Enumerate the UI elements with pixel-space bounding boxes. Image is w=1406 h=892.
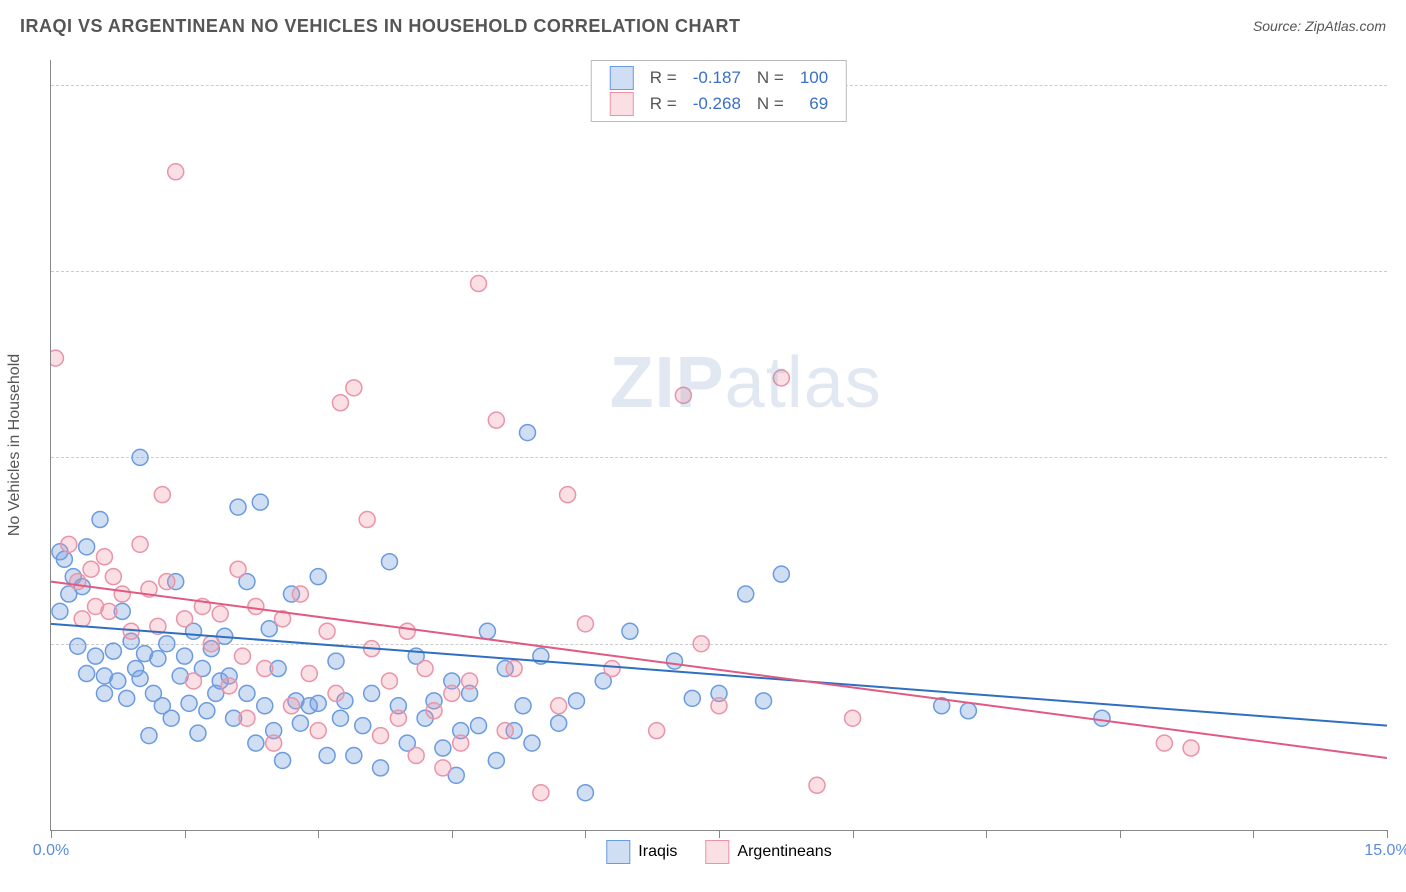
x-tick <box>51 830 52 838</box>
legend-item-iraqis: Iraqis <box>606 840 677 864</box>
legend-swatch-iraqis-bottom <box>606 840 630 864</box>
x-tick <box>318 830 319 838</box>
x-tick-label: 0.0% <box>33 842 69 860</box>
x-tick <box>853 830 854 838</box>
legend-label-iraqis: Iraqis <box>638 843 677 861</box>
y-tick-label: 22.5% <box>1397 262 1406 280</box>
legend-swatch-iraqis <box>610 66 634 90</box>
legend-row-argentineans: R = -0.268 N = 69 <box>602 91 836 117</box>
regression-line <box>51 582 1387 758</box>
source-label: Source: ZipAtlas.com <box>1253 18 1386 34</box>
regression-line <box>51 624 1387 726</box>
x-tick <box>719 830 720 838</box>
legend-n-value-iraqis: 100 <box>792 65 836 91</box>
legend-correlation: R = -0.187 N = 100 R = -0.268 N = 69 <box>591 60 847 122</box>
x-tick <box>1387 830 1388 838</box>
legend-series: Iraqis Argentineans <box>606 840 831 864</box>
legend-n-value-argentineans: 69 <box>792 91 836 117</box>
legend-label-argentineans: Argentineans <box>737 843 831 861</box>
legend-r-value-argentineans: -0.268 <box>685 91 749 117</box>
legend-row-iraqis: R = -0.187 N = 100 <box>602 65 836 91</box>
chart-title: IRAQI VS ARGENTINEAN NO VEHICLES IN HOUS… <box>20 16 741 36</box>
x-tick <box>1120 830 1121 838</box>
x-tick <box>1253 830 1254 838</box>
x-tick <box>452 830 453 838</box>
title-bar: IRAQI VS ARGENTINEAN NO VEHICLES IN HOUS… <box>20 16 1386 46</box>
legend-r-label: R = <box>642 65 685 91</box>
legend-item-argentineans: Argentineans <box>705 840 831 864</box>
chart-container: IRAQI VS ARGENTINEAN NO VEHICLES IN HOUS… <box>0 0 1406 892</box>
y-axis-title: No Vehicles in Household <box>6 354 24 536</box>
legend-n-label: N = <box>749 65 792 91</box>
regression-lines-layer <box>51 60 1387 830</box>
legend-swatch-argentineans-bottom <box>705 840 729 864</box>
x-tick-label: 15.0% <box>1364 842 1406 860</box>
x-tick <box>185 830 186 838</box>
legend-swatch-argentineans <box>610 92 634 116</box>
legend-r-value-iraqis: -0.187 <box>685 65 749 91</box>
x-tick <box>585 830 586 838</box>
y-tick-label: 7.5% <box>1397 635 1406 653</box>
x-tick <box>986 830 987 838</box>
plot-area: No Vehicles in Household ZIPatlas R = -0… <box>50 60 1387 831</box>
